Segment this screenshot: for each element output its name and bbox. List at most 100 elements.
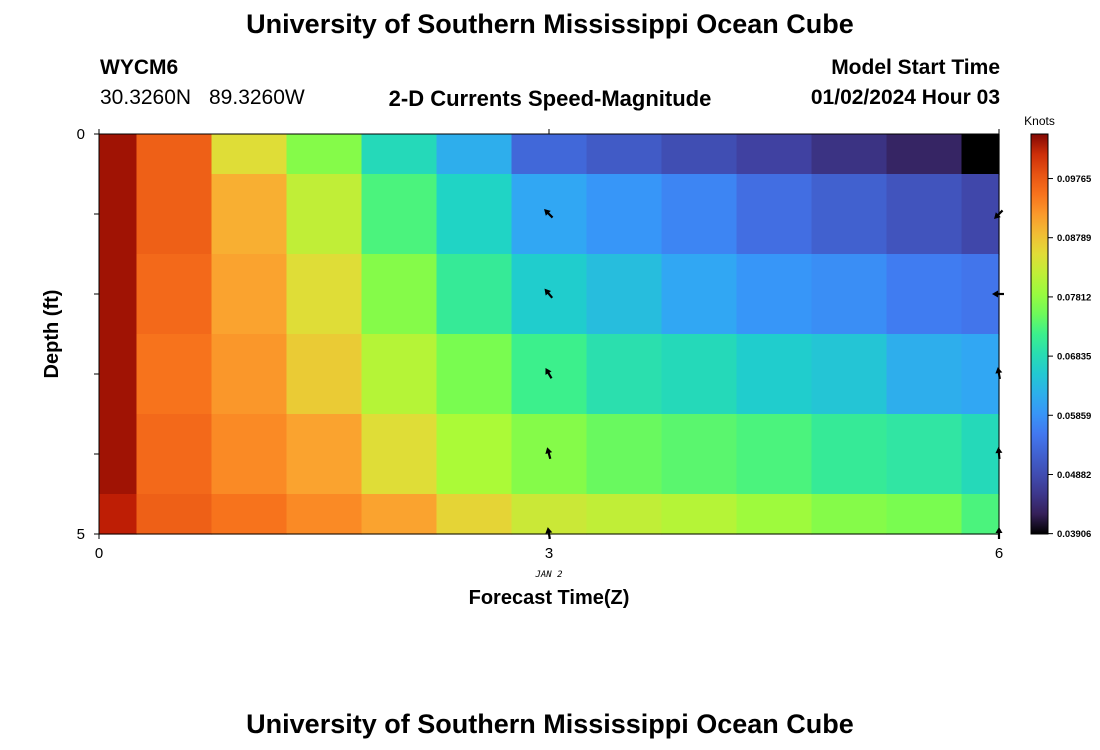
current-vector xyxy=(545,447,553,460)
x-tick-label: 0 xyxy=(95,545,103,562)
chart-subtitle: 2-D Currents Speed-Magnitude xyxy=(388,86,712,111)
colorbar-tick-label: 0.06835 xyxy=(1057,352,1092,363)
heatmap-cell xyxy=(436,174,513,255)
current-vector-head xyxy=(545,527,553,534)
current-vector-head xyxy=(544,209,551,216)
current-vector-head xyxy=(545,447,553,454)
heatmap-cell xyxy=(99,134,138,175)
colorbar-tick-label: 0.09765 xyxy=(1057,174,1092,185)
y-tick-label: 5 xyxy=(77,526,85,543)
current-vector xyxy=(992,290,1004,298)
heatmap-cell xyxy=(661,174,738,255)
heatmap-cell xyxy=(361,254,438,335)
heatmap-cell xyxy=(811,174,888,255)
page-title: University of Southern Mississippi Ocean… xyxy=(246,9,854,39)
heatmap-cell xyxy=(211,494,288,535)
heatmap-cell xyxy=(361,174,438,255)
heatmap-cell xyxy=(886,134,963,175)
heatmap-cell xyxy=(286,414,363,495)
heatmap-cell xyxy=(436,414,513,495)
heatmap-cell xyxy=(286,134,363,175)
current-vector-head xyxy=(545,367,552,375)
heatmap-cell xyxy=(136,254,213,335)
heatmap-cell xyxy=(211,134,288,175)
heatmap-cell xyxy=(961,414,1000,495)
heatmap-cell xyxy=(436,134,513,175)
heatmap-cell xyxy=(586,254,663,335)
model-start-label: Model Start Time xyxy=(831,56,1000,79)
current-vector xyxy=(545,367,553,379)
heatmap-cell xyxy=(586,334,663,415)
heatmap-cell xyxy=(211,414,288,495)
colorbar-unit-label: Knots xyxy=(1024,114,1055,128)
y-axis-title: Depth (ft) xyxy=(41,290,63,379)
heatmap-cell xyxy=(586,134,663,175)
heatmap-cell xyxy=(136,414,213,495)
colorbar-tick-label: 0.07812 xyxy=(1057,292,1091,303)
heatmap-cell xyxy=(736,334,813,415)
heatmap-cell xyxy=(961,334,1000,415)
heatmap-cell xyxy=(361,134,438,175)
colorbar-tick-label: 0.04882 xyxy=(1057,470,1091,481)
colorbar-tick-label: 0.08789 xyxy=(1057,233,1091,244)
heatmap-cell xyxy=(961,494,1000,535)
heatmap-cell xyxy=(136,494,213,535)
heatmap-cell xyxy=(811,254,888,335)
heatmap-cell xyxy=(811,414,888,495)
x-tick-label: 3 xyxy=(545,545,553,562)
heatmap-cell xyxy=(436,254,513,335)
heatmap-cell xyxy=(99,414,138,495)
heatmap-cell xyxy=(436,334,513,415)
heatmap-cell xyxy=(961,134,1000,175)
x-date-label: JAN 2 xyxy=(534,570,562,580)
heatmap-cell xyxy=(811,334,888,415)
current-vector-head xyxy=(544,288,552,296)
x-axis-title: Forecast Time(Z) xyxy=(469,587,630,609)
heatmap-cell xyxy=(736,254,813,335)
heatmap-cell xyxy=(736,134,813,175)
heatmap-cell xyxy=(511,134,588,175)
x-tick-label: 6 xyxy=(995,545,1003,562)
heatmap-cell xyxy=(511,494,588,535)
heatmap-cell xyxy=(136,334,213,415)
heatmap-cell xyxy=(286,254,363,335)
heatmap-cell xyxy=(286,174,363,255)
heatmap-cell xyxy=(99,494,138,535)
heatmap-cell xyxy=(286,334,363,415)
footer-title: University of Southern Mississippi Ocean… xyxy=(246,709,854,739)
heatmap-cell xyxy=(811,494,888,535)
heatmap-cell xyxy=(586,174,663,255)
heatmap-cell xyxy=(736,414,813,495)
heatmap-cell xyxy=(661,334,738,415)
heatmap-cell xyxy=(99,254,138,335)
colorbar-tick-label: 0.05859 xyxy=(1057,411,1091,422)
heatmap-cell xyxy=(99,174,138,255)
heatmap-cell xyxy=(586,494,663,535)
heatmap-cell xyxy=(436,494,513,535)
heatmap-cell xyxy=(811,134,888,175)
heatmap-cell xyxy=(361,494,438,535)
current-vector xyxy=(544,209,554,219)
heatmap-cell xyxy=(661,134,738,175)
heatmap-cell xyxy=(886,254,963,335)
model-start-value: 01/02/2024 Hour 03 xyxy=(810,86,1000,109)
heatmap-cell xyxy=(736,494,813,535)
heatmap-cell xyxy=(99,334,138,415)
heatmap-cell xyxy=(586,414,663,495)
current-vector xyxy=(544,288,554,299)
colorbar xyxy=(1030,133,1049,535)
heatmap-cell xyxy=(661,414,738,495)
heatmap-cell xyxy=(886,334,963,415)
heatmap-cell xyxy=(886,174,963,255)
heatmap-cell xyxy=(661,254,738,335)
y-tick-label: 0 xyxy=(77,126,85,143)
station-latitude: 30.3260N xyxy=(100,86,192,109)
heatmap-cell xyxy=(136,174,213,255)
heatmap-cell xyxy=(211,334,288,415)
heatmap-cell xyxy=(211,254,288,335)
colorbar-tick-label: 0.03906 xyxy=(1057,529,1091,540)
heatmap-cell xyxy=(211,174,288,255)
heatmap-cell xyxy=(286,494,363,535)
heatmap-cell xyxy=(361,334,438,415)
